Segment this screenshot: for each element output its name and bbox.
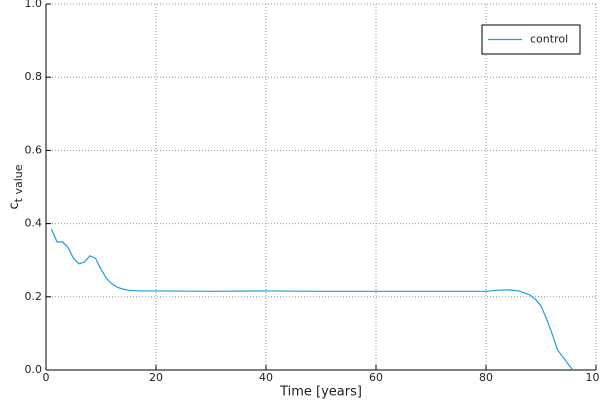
y-tick-label: 0.2 [25, 290, 43, 303]
data-line [50, 228, 574, 371]
legend-label: control [530, 33, 568, 46]
x-tick-label: 100 [586, 371, 600, 384]
x-tick-label: 60 [369, 371, 383, 384]
y-tick-label: 0.4 [25, 217, 43, 230]
y-label-symbol: c [7, 202, 22, 209]
y-tick-label: 0.0 [25, 363, 43, 376]
legend-box [481, 24, 581, 55]
x-axis-label: Time [years] [279, 385, 362, 400]
x-tick-label: 80 [479, 371, 493, 384]
y-tick-label: 0.8 [25, 70, 43, 83]
y-axis-label: ct value [7, 164, 26, 209]
x-tick-label: 40 [259, 371, 273, 384]
x-tick-label: 20 [149, 371, 163, 384]
x-tick-label: 0 [43, 371, 50, 384]
y-tick-label: 0.6 [25, 143, 43, 156]
y-tick-label: 1.0 [25, 0, 43, 10]
y-label-subscript: t value [12, 164, 25, 202]
